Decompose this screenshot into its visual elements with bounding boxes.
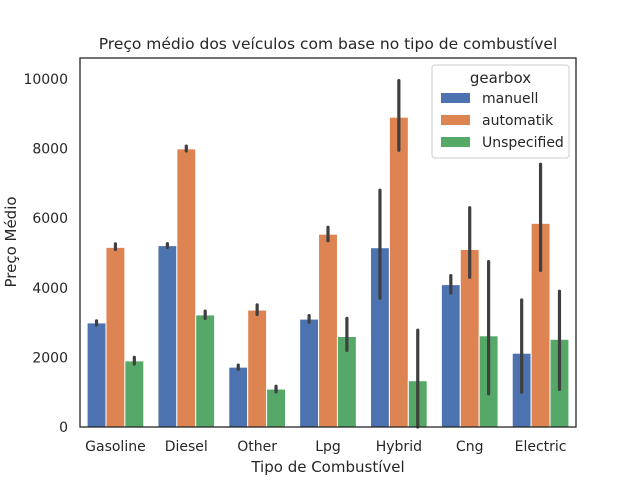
x-tick-label: Diesel [165,439,208,455]
plot-frame [79,57,577,428]
bar-manuell-cng [440,284,461,428]
legend-swatch-unspecified [441,137,470,147]
bar-automatik-diesel [176,148,197,428]
x-tick-label: Gasoline [85,439,146,455]
bar-automatik-gasoline [105,246,126,428]
errorbars-layer [94,79,562,429]
y-tick-label: 8000 [32,142,68,158]
bar-automatik-lpg [318,233,338,428]
legend-label-unspecified: Unspecified [482,135,564,151]
y-tick-label: 4000 [32,281,68,297]
x-tick-label: Cng [456,439,484,455]
bar-unspecified-diesel [195,314,216,428]
bar-manuell-other [228,366,249,428]
legend-label-automatik: automatik [482,113,554,129]
bar-automatik-hybrid [388,116,409,428]
bar-automatik-other [247,309,268,428]
bar-manuell-lpg [299,318,320,428]
legend-label-manuell: manuell [482,91,538,107]
x-axis-label: Tipo de Combustível [250,458,404,476]
bar-unspecified-other [266,388,286,428]
legend-swatch-automatik [441,115,470,125]
legend-title: gearbox [470,69,531,87]
axes-layer: 0 2000 4000 6000 8000 10000 Gasoline Diesel Othe… [23,57,577,455]
x-tick-label: Electric [515,439,567,455]
bar-unspecified-gasoline [124,360,145,428]
x-tick-label: Hybrid [376,439,422,455]
y-tick-label: 2000 [32,350,68,366]
bar-manuell-diesel [157,245,178,428]
x-tick-label: Other [237,439,277,455]
chart-title: Preço médio dos veículos com base no tip… [99,35,558,53]
bars-layer [86,116,570,428]
legend: gearbox manuell automatik Unspecified [431,64,570,159]
legend-box [431,64,570,159]
legend-swatch-manuell [441,93,470,103]
bar-manuell-gasoline [86,322,107,428]
y-tick-label: 6000 [32,211,68,227]
x-tick-label: Lpg [315,439,341,455]
y-tick-label: 10000 [23,72,68,88]
y-tick-label: 0 [59,420,68,436]
y-axis-label: Preço Médio [2,196,20,287]
